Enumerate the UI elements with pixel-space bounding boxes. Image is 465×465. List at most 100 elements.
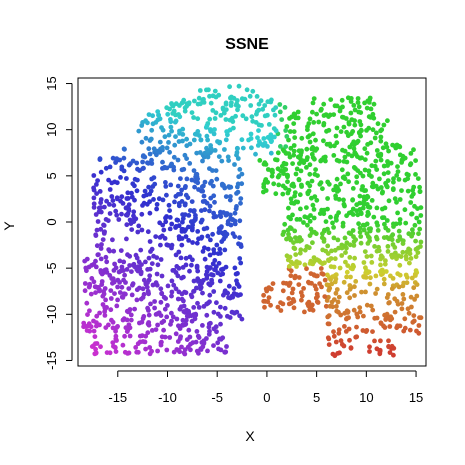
- data-point: [340, 223, 346, 229]
- data-point: [386, 344, 391, 349]
- data-point: [174, 316, 180, 322]
- data-point: [403, 220, 409, 226]
- data-point: [359, 289, 364, 295]
- data-point: [91, 279, 97, 285]
- data-point: [358, 240, 364, 246]
- data-point: [239, 137, 245, 143]
- data-point: [363, 329, 369, 334]
- data-point: [346, 179, 351, 185]
- data-point: [227, 197, 233, 203]
- data-point: [121, 291, 127, 297]
- data-point: [91, 195, 97, 201]
- data-point: [320, 186, 325, 192]
- data-point: [271, 126, 277, 131]
- data-point: [155, 262, 161, 268]
- data-point: [222, 305, 228, 311]
- data-point: [98, 197, 104, 202]
- data-point: [100, 237, 106, 243]
- data-point: [124, 236, 129, 242]
- data-point: [87, 328, 93, 334]
- data-point: [352, 255, 357, 261]
- data-point: [212, 258, 218, 263]
- data-point: [286, 187, 292, 193]
- data-point: [273, 191, 279, 197]
- data-point: [413, 268, 419, 273]
- data-point: [257, 158, 263, 163]
- data-point: [396, 284, 402, 290]
- data-point: [205, 137, 211, 143]
- data-point: [102, 229, 107, 235]
- data-point: [282, 105, 288, 110]
- data-point: [226, 184, 232, 190]
- data-point: [352, 284, 357, 290]
- data-point: [354, 174, 360, 180]
- data-point: [326, 342, 332, 347]
- data-point: [236, 174, 242, 180]
- data-point: [373, 183, 379, 189]
- data-point: [163, 180, 168, 185]
- data-point: [228, 103, 234, 108]
- data-point: [169, 293, 174, 299]
- data-point: [193, 339, 199, 345]
- data-point: [268, 150, 274, 156]
- data-point: [377, 176, 382, 182]
- data-point: [357, 305, 363, 310]
- data-point: [279, 117, 285, 122]
- data-point: [134, 188, 140, 194]
- data-point: [202, 245, 207, 251]
- data-point: [412, 297, 417, 302]
- data-point: [392, 196, 398, 202]
- data-point: [196, 95, 202, 101]
- data-point: [238, 260, 244, 266]
- data-point: [186, 238, 192, 243]
- data-point: [106, 247, 112, 253]
- data-point: [351, 165, 357, 170]
- data-point: [167, 215, 173, 220]
- data-point: [166, 132, 172, 138]
- data-point: [361, 201, 367, 207]
- data-point: [265, 167, 271, 172]
- data-point: [123, 280, 128, 285]
- data-point: [318, 180, 324, 186]
- data-point: [104, 198, 109, 204]
- data-point: [218, 209, 223, 215]
- data-point: [362, 146, 368, 152]
- data-point: [265, 99, 271, 105]
- data-point: [175, 296, 181, 302]
- data-point: [410, 227, 415, 233]
- data-point: [298, 247, 304, 253]
- data-point: [184, 176, 190, 182]
- data-point: [371, 101, 377, 107]
- data-point: [180, 219, 185, 225]
- data-point: [306, 188, 312, 194]
- data-point: [412, 222, 418, 228]
- data-point: [325, 272, 330, 278]
- data-point: [403, 272, 409, 278]
- y-tick-label: 15: [44, 76, 59, 90]
- data-point: [161, 327, 167, 333]
- data-point: [244, 87, 250, 93]
- data-point: [334, 125, 340, 131]
- data-point: [246, 137, 252, 143]
- data-point: [347, 144, 353, 150]
- data-point: [124, 267, 130, 272]
- data-point: [312, 229, 317, 235]
- y-tick-label: 5: [44, 172, 59, 179]
- data-point: [232, 210, 238, 216]
- data-point: [394, 199, 399, 205]
- data-point: [183, 234, 189, 240]
- data-point: [273, 157, 278, 163]
- data-point: [397, 272, 403, 278]
- data-point: [326, 287, 332, 293]
- data-point: [225, 313, 230, 319]
- data-point: [145, 267, 151, 272]
- data-point: [116, 217, 122, 222]
- data-point: [294, 166, 300, 172]
- data-point: [335, 351, 340, 356]
- data-point: [380, 189, 385, 195]
- y-tick-label: 10: [44, 122, 59, 136]
- data-point: [348, 345, 354, 351]
- data-point: [358, 122, 364, 128]
- data-point: [195, 268, 201, 274]
- data-point: [169, 289, 175, 295]
